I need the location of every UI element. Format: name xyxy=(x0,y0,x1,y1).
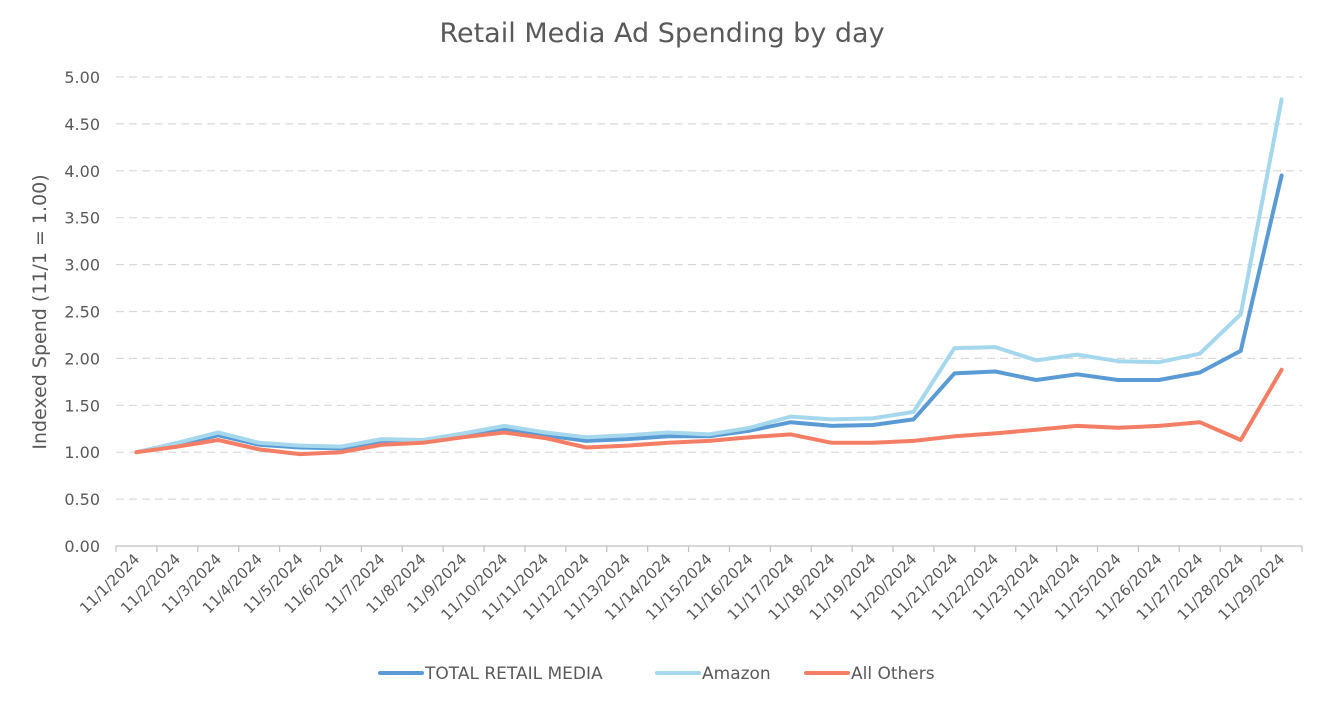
y-tick-label: 4.50 xyxy=(64,115,100,134)
y-tick-label: 2.00 xyxy=(64,349,100,368)
y-tick-label: 4.00 xyxy=(64,162,100,181)
y-axis-label: Indexed Spend (11/1 = 1.00) xyxy=(29,174,51,449)
series-line-amazon xyxy=(134,97,1284,455)
legend-label: Amazon xyxy=(702,664,771,684)
y-tick-label: 3.50 xyxy=(64,209,100,228)
y-tick-label: 2.50 xyxy=(64,303,100,322)
y-tick-label: 3.00 xyxy=(64,256,100,275)
y-tick-label: 1.00 xyxy=(64,443,100,462)
series-line-all-others xyxy=(134,367,1284,457)
legend-label: All Others xyxy=(851,664,935,684)
series-lines xyxy=(134,97,1284,457)
y-tick-label: 0.00 xyxy=(64,537,100,556)
y-tick-label: 0.50 xyxy=(64,490,100,509)
legend: TOTAL RETAIL MEDIA Amazon All Others xyxy=(378,664,935,684)
chart-title: Retail Media Ad Spending by day xyxy=(439,18,884,49)
axes: 0.00 0.50 1.00 1.50 2.00 2.50 3.00 3.50 4.00 4.50… xyxy=(64,68,1303,624)
legend-label: TOTAL RETAIL MEDIA xyxy=(424,664,603,684)
y-tick-label: 1.50 xyxy=(64,396,100,415)
y-tick-label: 5.00 xyxy=(64,68,100,87)
series-line-total-retail-media xyxy=(134,173,1284,455)
